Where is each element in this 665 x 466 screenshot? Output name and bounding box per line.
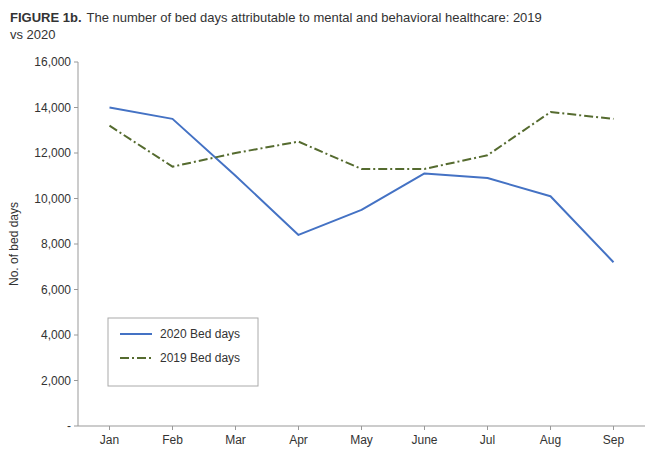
x-tick: [424, 426, 425, 430]
x-tick: [613, 426, 614, 430]
y-tick: [74, 153, 78, 154]
subtitle: vs 2020: [10, 27, 56, 42]
legend-box: [108, 318, 258, 386]
y-tick: [74, 198, 78, 199]
subtitle: The number of bed days attributable to m…: [87, 10, 542, 25]
y-tick-label: 14,000: [34, 101, 71, 115]
x-tick-label: Sep: [603, 433, 625, 447]
y-tick-label: -: [67, 419, 71, 433]
x-tick: [235, 426, 236, 430]
x-tick: [172, 426, 173, 430]
y-tick-label: 16,000: [34, 55, 71, 69]
x-tick-label: Mar: [225, 433, 246, 447]
series-line: [110, 112, 614, 169]
y-tick-label: 10,000: [34, 192, 71, 206]
plot-area: [110, 108, 614, 263]
y-tick: [74, 335, 78, 336]
y-tick: [74, 380, 78, 381]
y-tick-label: 4,000: [41, 328, 71, 342]
x-tick-label: Jan: [100, 433, 119, 447]
x-tick: [361, 426, 362, 430]
x-tick: [109, 426, 110, 430]
x-tick-label: June: [411, 433, 437, 447]
legend-label: 2020 Bed days: [160, 327, 240, 341]
legend: 2020 Bed days 2019 Bed days: [108, 318, 258, 386]
legend-swatch: [120, 357, 152, 359]
title-bold: FIGURE 1b.: [10, 10, 82, 25]
y-tick-label: 2,000: [41, 374, 71, 388]
y-axis-label: No. of bed days: [7, 202, 21, 286]
x-tick-label: Jul: [480, 433, 495, 447]
x-tick: [487, 426, 488, 430]
x-tick-label: Aug: [540, 433, 561, 447]
y-tick-label: 12,000: [34, 146, 71, 160]
y-tick: [74, 289, 78, 290]
x-tick: [298, 426, 299, 430]
legend-swatch: [120, 333, 152, 335]
x-tick-label: May: [350, 433, 373, 447]
y-tick: [74, 426, 78, 427]
title: FIGURE 1b. The number of bed days attribu…: [10, 10, 542, 25]
x-tick-label: Feb: [162, 433, 183, 447]
y-tick-label: 6,000: [41, 283, 71, 297]
y-tick-label: 8,000: [41, 237, 71, 251]
y-tick: [74, 107, 78, 108]
x-tick: [550, 426, 551, 430]
x-tick-label: Apr: [289, 433, 308, 447]
y-tick: [74, 62, 78, 63]
y-tick: [74, 244, 78, 245]
chart: FIGURE 1b. The number of bed days attribu…: [0, 0, 665, 466]
legend-label: 2019 Bed days: [160, 351, 240, 365]
series-line: [110, 108, 614, 263]
